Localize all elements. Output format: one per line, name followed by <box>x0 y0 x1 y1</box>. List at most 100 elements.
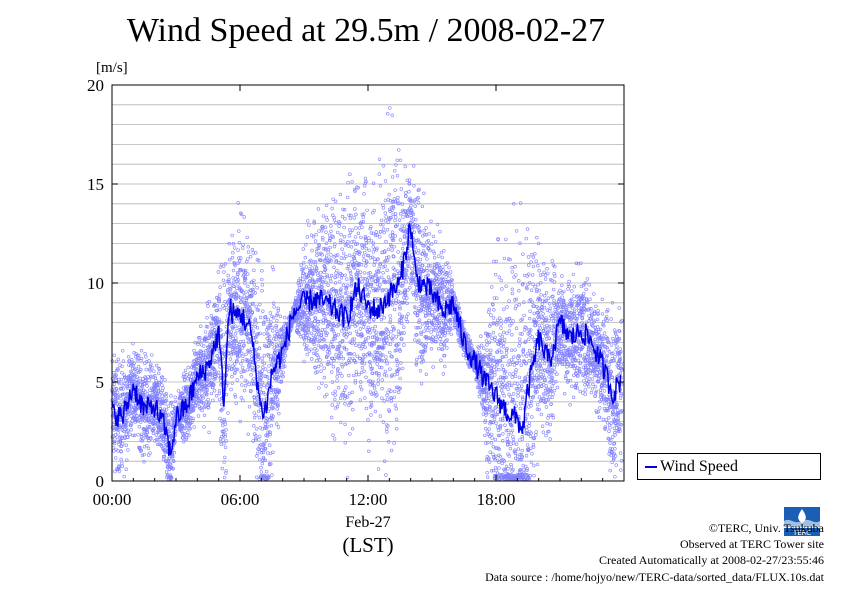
scatter-point <box>212 367 217 371</box>
scatter-point <box>130 380 134 384</box>
scatter-point <box>192 399 196 403</box>
scatter-point <box>195 388 199 393</box>
scatter-point <box>206 405 211 410</box>
scatter-point <box>165 413 169 418</box>
scatter-point <box>120 464 125 468</box>
scatter-point <box>133 411 138 415</box>
scatter-point <box>136 365 141 369</box>
scatter-point <box>155 383 159 387</box>
scatter-point <box>203 385 208 389</box>
scatter-point <box>195 367 199 372</box>
scatter-point <box>188 427 192 431</box>
scatter-point <box>148 451 152 455</box>
scatter-point <box>190 420 194 425</box>
scatter-point <box>200 408 204 413</box>
scatter-point <box>131 433 135 438</box>
scatter-point <box>122 381 126 386</box>
scatter-point <box>200 391 204 395</box>
scatter-point <box>193 404 198 408</box>
scatter-point <box>159 444 164 448</box>
scatter-point <box>189 416 193 420</box>
scatter-point <box>202 387 206 392</box>
scatter-point <box>123 427 127 432</box>
scatter-point <box>197 340 201 344</box>
scatter-point <box>215 360 219 364</box>
scatter-point <box>125 386 130 390</box>
scatter-point <box>191 416 195 421</box>
scatter-point <box>114 373 118 377</box>
scatter-point <box>144 414 149 419</box>
scatter-point <box>178 420 183 425</box>
scatter-point <box>143 381 147 386</box>
scatter-point <box>197 356 201 360</box>
scatter-point <box>206 402 211 406</box>
scatter-point <box>218 416 222 421</box>
scatter-point <box>119 450 123 454</box>
scatter-point <box>204 393 209 397</box>
scatter-point <box>164 392 168 396</box>
scatter-point <box>163 378 167 382</box>
scatter-point <box>215 353 219 358</box>
scatter-point <box>151 431 156 435</box>
scatter-point <box>137 425 142 429</box>
scatter-point <box>127 408 132 413</box>
scatter-point <box>154 363 159 368</box>
scatter-point <box>196 401 201 405</box>
scatter-point <box>139 380 144 384</box>
scatter-point <box>204 349 208 353</box>
scatter-point <box>205 388 210 392</box>
scatter-point <box>191 407 196 411</box>
scatter-point <box>209 314 214 318</box>
scatter-point <box>132 351 136 355</box>
scatter-point <box>169 394 173 398</box>
scatter-point <box>139 420 143 424</box>
scatter-point <box>142 382 146 386</box>
scatter-point <box>148 425 152 429</box>
scatter-point <box>186 430 190 434</box>
scatter-point <box>112 353 117 357</box>
scatter-point <box>129 428 133 432</box>
scatter-point <box>214 394 219 398</box>
scatter-point <box>156 388 161 393</box>
scatter-point <box>128 411 132 416</box>
scatter-point <box>122 392 126 396</box>
scatter-point <box>111 385 115 389</box>
scatter-point <box>143 351 147 356</box>
scatter-point <box>124 426 129 430</box>
scatter-point <box>213 372 218 376</box>
scatter-point <box>161 443 166 448</box>
scatter-point <box>186 365 191 370</box>
scatter-point <box>170 400 174 405</box>
scatter-point <box>117 377 121 382</box>
scatter-point <box>121 387 125 391</box>
scatter-point <box>176 389 181 393</box>
scatter-point <box>148 369 152 373</box>
scatter-point <box>144 355 148 359</box>
scatter-point <box>184 415 189 420</box>
scatter-point <box>168 456 172 461</box>
scatter-point <box>139 448 144 453</box>
scatter-point <box>116 428 121 432</box>
scatter-point <box>127 363 131 367</box>
scatter-point <box>213 328 217 332</box>
scatter-point <box>116 357 121 361</box>
scatter-point <box>205 358 210 363</box>
scatter-point <box>167 419 171 423</box>
scatter-point <box>213 374 217 379</box>
scatter-point <box>120 371 124 375</box>
scatter-point <box>162 437 166 442</box>
scatter-point <box>187 375 191 379</box>
scatter-point <box>173 395 178 399</box>
scatter-point <box>213 360 217 365</box>
scatter-point <box>155 383 160 387</box>
scatter-point <box>132 361 136 365</box>
scatter-point <box>114 376 118 381</box>
scatter-point <box>135 414 139 418</box>
chart-title: Wind Speed at 29.5m / 2008-02-27 <box>126 12 606 49</box>
scatter-point <box>161 401 165 405</box>
scatter-point <box>149 437 153 441</box>
scatter-point <box>143 390 148 394</box>
scatter-point <box>205 392 209 396</box>
scatter-point <box>217 389 222 393</box>
scatter-point <box>216 270 221 274</box>
